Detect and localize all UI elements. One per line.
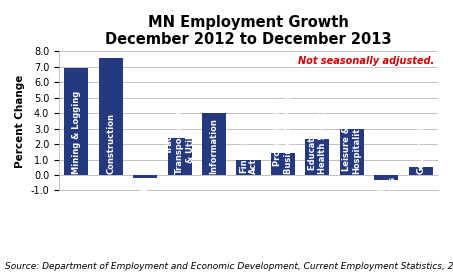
Text: Source: Department of Employment and Economic Development, Current Employment St: Source: Department of Employment and Eco… xyxy=(5,262,453,271)
Text: Other
Services: Other Services xyxy=(376,176,396,216)
Title: MN Employment Growth
December 2012 to December 2013: MN Employment Growth December 2012 to De… xyxy=(105,15,392,47)
Text: Information: Information xyxy=(210,118,218,174)
Text: Trade,
Transportation
& Utilities: Trade, Transportation & Utilities xyxy=(165,104,194,174)
Bar xyxy=(409,167,433,175)
Text: Leisure &
Hospitality: Leisure & Hospitality xyxy=(342,122,361,174)
Bar xyxy=(236,160,260,175)
Bar xyxy=(133,175,157,178)
Bar xyxy=(99,57,123,175)
Text: Construction: Construction xyxy=(106,113,115,174)
Text: Financial
Activities: Financial Activities xyxy=(239,129,258,174)
Bar xyxy=(374,175,398,180)
Bar xyxy=(305,140,329,175)
Bar xyxy=(340,129,364,175)
Text: Government: Government xyxy=(416,116,425,174)
Bar xyxy=(168,138,192,175)
Text: Mining & Logging: Mining & Logging xyxy=(72,91,81,174)
Bar xyxy=(64,68,88,175)
Text: Manufacturing: Manufacturing xyxy=(141,176,149,245)
Text: Educational &
Health Services: Educational & Health Services xyxy=(308,100,327,174)
Bar xyxy=(271,153,295,175)
Text: Professional &
Business Services: Professional & Business Services xyxy=(273,89,293,174)
Bar xyxy=(202,113,226,175)
Text: Not seasonally adjusted.: Not seasonally adjusted. xyxy=(298,55,434,66)
Y-axis label: Percent Change: Percent Change xyxy=(15,74,25,168)
